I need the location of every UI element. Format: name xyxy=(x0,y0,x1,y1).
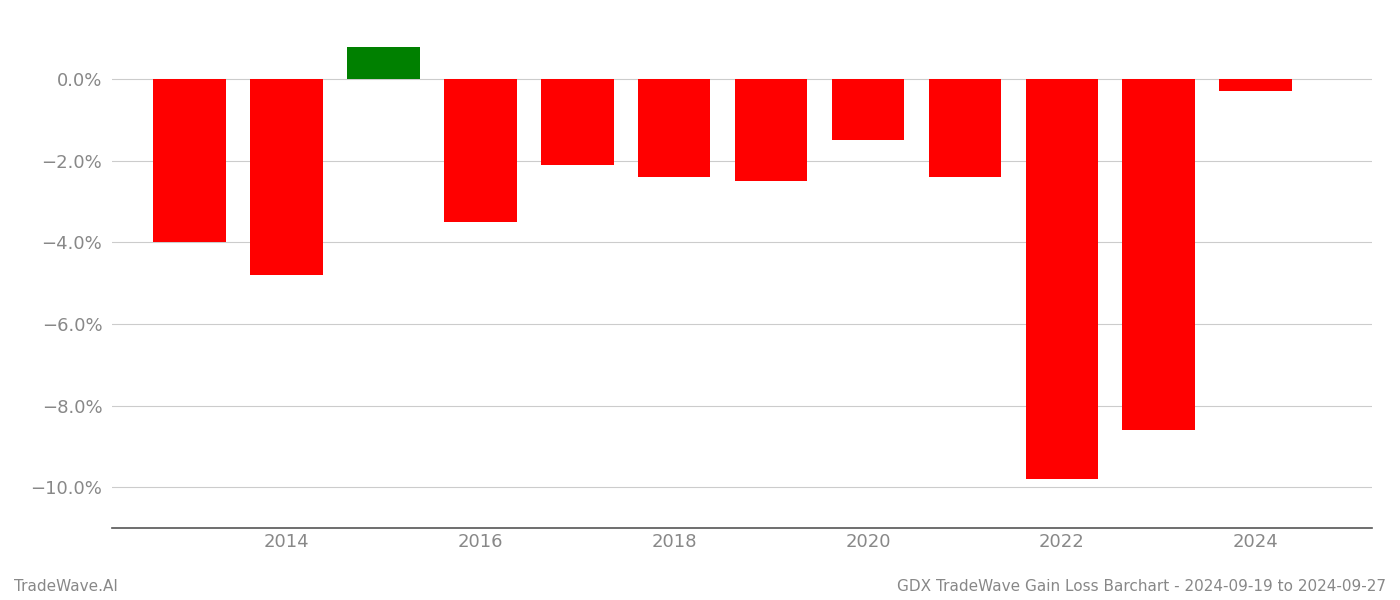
Bar xyxy=(1123,79,1196,430)
Bar xyxy=(1025,79,1098,479)
Bar xyxy=(347,47,420,79)
Bar xyxy=(153,79,225,242)
Text: GDX TradeWave Gain Loss Barchart - 2024-09-19 to 2024-09-27: GDX TradeWave Gain Loss Barchart - 2024-… xyxy=(897,579,1386,594)
Bar xyxy=(928,79,1001,177)
Bar xyxy=(540,79,613,165)
Bar xyxy=(735,79,808,181)
Bar xyxy=(251,79,323,275)
Bar xyxy=(1219,79,1292,91)
Bar xyxy=(638,79,710,177)
Bar xyxy=(832,79,904,140)
Text: TradeWave.AI: TradeWave.AI xyxy=(14,579,118,594)
Bar xyxy=(444,79,517,222)
